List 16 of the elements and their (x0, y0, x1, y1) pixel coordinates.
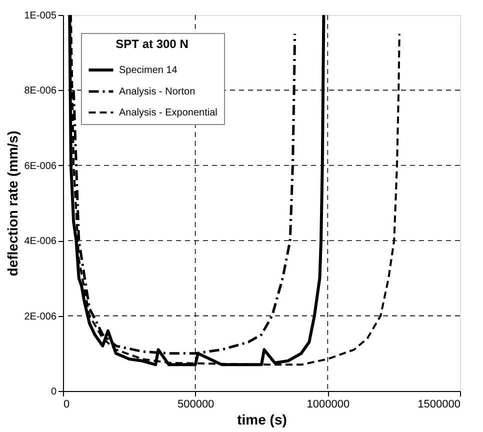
y-tick-label: 6E-006 (24, 160, 57, 172)
x-tick-label: 1500000 (418, 398, 460, 410)
x-tick-label: 1000000 (306, 398, 350, 410)
legend-title: SPT at 300 N (116, 37, 188, 51)
y-axis-title: deflection rate (mm/s) (4, 130, 20, 276)
y-tick-label: 0 (50, 386, 57, 398)
y-tick-label: 1E-005 (24, 10, 57, 22)
legend-label: Analysis - Exponential (119, 108, 218, 118)
y-tick-label: 8E-006 (24, 86, 57, 97)
x-tick-label: 500000 (177, 398, 214, 410)
y-tick-label: 2E-006 (24, 311, 57, 322)
legend-label: Analysis - Norton (119, 86, 196, 98)
legend-label: Specimen 14 (119, 65, 178, 76)
y-tick-label: 4E-006 (24, 236, 57, 248)
x-axis-title: time (s) (237, 412, 287, 428)
x-tick-label: 0 (64, 398, 70, 410)
